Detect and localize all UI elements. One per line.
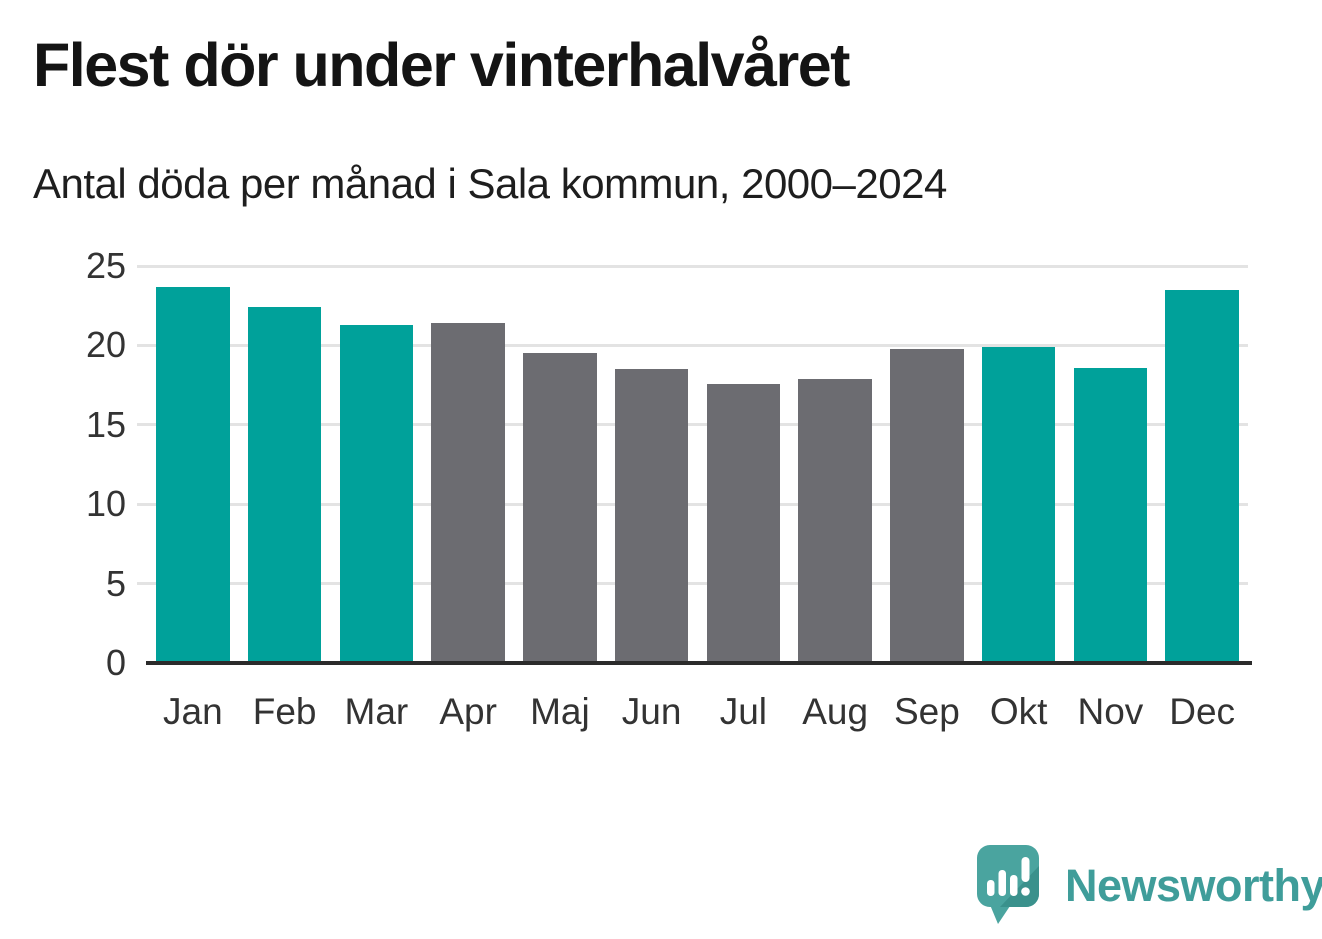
x-tick-label-jul: Jul (719, 691, 768, 732)
bar-band-jan (147, 266, 239, 663)
x-tick-label-apr: Apr (439, 691, 497, 732)
bar-sep (890, 348, 964, 663)
bar-jun (614, 369, 689, 663)
bar-band-apr (422, 266, 514, 663)
gridline-25 (137, 264, 1248, 268)
y-tick-label-10: 10 (85, 483, 126, 525)
gridline-15 (137, 423, 1248, 427)
bar-okt (981, 347, 1056, 663)
bar-band-dec (1156, 266, 1248, 663)
gridline-5 (137, 582, 1248, 586)
x-tick-label-feb: Feb (252, 691, 317, 732)
bar-nov (1073, 367, 1148, 663)
gridline-10 (137, 502, 1248, 506)
x-tick-label-jun: Jun (621, 691, 682, 732)
bar-band-maj (514, 266, 606, 663)
newsworthy-logo: Newsworthy (976, 844, 1322, 928)
x-tick-label-nov: Nov (1077, 691, 1144, 732)
newsworthy-logo-text: Newsworthy (1065, 860, 1322, 911)
bar-jul (706, 383, 781, 663)
bar-dec (1165, 289, 1239, 663)
x-tick-label-sep: Sep (893, 691, 960, 732)
bar-maj (523, 353, 597, 663)
x-tick-label-aug: Aug (802, 691, 869, 732)
bar-band-jul (698, 266, 790, 663)
x-axis-line (146, 661, 1252, 665)
bar-band-mar (331, 266, 423, 663)
logo-exclamation-bar (1021, 857, 1030, 882)
x-tick-label-dec: Dec (1169, 691, 1236, 732)
bar-band-feb (239, 266, 331, 663)
gridline-20 (137, 343, 1248, 347)
y-tick-label-5: 5 (105, 562, 126, 604)
bar-mar (339, 324, 414, 663)
bar-band-nov (1065, 266, 1157, 663)
chart-title: Flest dör under vinterhalvåret (33, 31, 851, 99)
x-tick-label-maj: Maj (530, 691, 590, 732)
logo-chart-bar-1 (987, 880, 995, 896)
logo-exclamation-dot (1021, 887, 1030, 896)
y-tick-label-0: 0 (105, 642, 126, 683)
bar-feb (247, 307, 322, 663)
logo-chart-bar-3 (1010, 875, 1018, 896)
x-tick-label-mar: Mar (344, 691, 409, 732)
bar-band-sep (881, 266, 973, 663)
bar-band-jun (606, 266, 698, 663)
bar-band-okt (973, 266, 1065, 663)
x-axis: Jan Feb Mar Apr Maj Jun Jul Aug Sep Okt Nov Dec (147, 688, 1248, 736)
bar-apr (431, 323, 505, 663)
bar-aug (798, 378, 872, 663)
newsworthy-speech-bubble-chart-icon (977, 845, 1039, 924)
bars (147, 266, 1248, 663)
y-tick-label-15: 15 (85, 403, 126, 445)
y-tick-label-25: 25 (85, 245, 126, 286)
y-axis: 0 5 10 15 20 25 (0, 248, 126, 681)
plot-area (137, 264, 1252, 665)
x-tick-label-okt: Okt (989, 691, 1048, 732)
x-tick-label-jan: Jan (163, 691, 223, 732)
chart-subtitle: Antal döda per månad i Sala kommun, 2000… (33, 160, 947, 207)
bar-band-aug (789, 266, 881, 663)
logo-chart-bar-2 (998, 870, 1006, 896)
bar-jan (156, 286, 230, 663)
y-tick-label-20: 20 (85, 324, 126, 366)
